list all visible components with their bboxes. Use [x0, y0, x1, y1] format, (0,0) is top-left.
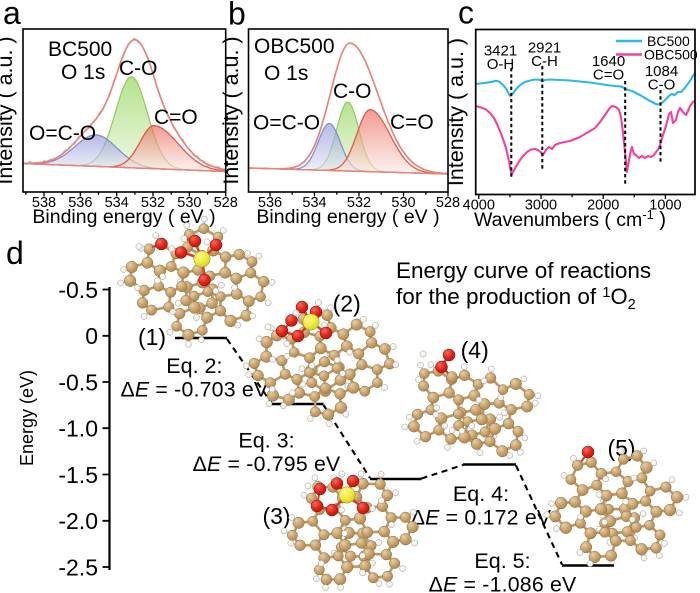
svg-text:ΔE = -0.703 eV: ΔE = -0.703 eV	[120, 378, 268, 402]
svg-text:C=O: C=O	[390, 111, 434, 134]
svg-text:Eq. 3:: Eq. 3:	[238, 429, 294, 453]
svg-text:-2.5: -2.5	[58, 554, 98, 580]
svg-text:BC500: BC500	[647, 33, 690, 49]
svg-text:Energy (eV): Energy (eV)	[17, 370, 37, 466]
svg-text:C-O: C-O	[119, 57, 158, 80]
svg-text:-1.0: -1.0	[58, 416, 98, 442]
svg-text:1084: 1084	[645, 63, 678, 80]
svg-text:Eq. 4:: Eq. 4:	[453, 482, 509, 506]
svg-text:BC500: BC500	[48, 38, 112, 61]
svg-text:O=C-O: O=C-O	[29, 122, 96, 145]
svg-text:Intensity ( a.u. ): Intensity ( a.u. )	[0, 36, 17, 184]
svg-text:538: 538	[32, 195, 56, 211]
svg-text:Eq. 2:: Eq. 2:	[166, 354, 222, 378]
svg-text:4000: 4000	[463, 198, 495, 214]
svg-text:d: d	[6, 235, 24, 271]
svg-text:Binding energy ( eV ): Binding energy ( eV )	[256, 206, 439, 228]
svg-text:a: a	[3, 0, 21, 31]
svg-text:for the production of 1O2: for the production of 1O2	[396, 284, 636, 313]
svg-text:528: 528	[436, 195, 460, 211]
svg-text:C=O: C=O	[593, 67, 624, 84]
svg-text:O=C-O: O=C-O	[253, 112, 320, 135]
svg-text:Intensity ( a.u. ): Intensity ( a.u. )	[219, 36, 243, 184]
svg-text:(4): (4)	[461, 337, 489, 363]
svg-text:530: 530	[391, 195, 415, 211]
svg-text:-2.0: -2.0	[58, 508, 98, 534]
svg-text:530: 530	[177, 195, 201, 211]
svg-text:Eq. 5:: Eq. 5:	[474, 549, 530, 573]
svg-text:C-H: C-H	[531, 53, 558, 70]
svg-text:2000: 2000	[587, 198, 619, 214]
svg-text:Wavenumbers ( cm-1 ): Wavenumbers ( cm-1 )	[474, 207, 666, 231]
svg-text:0: 0	[85, 323, 98, 349]
svg-text:532: 532	[347, 195, 371, 211]
svg-text:O 1s: O 1s	[264, 62, 308, 85]
svg-text:536: 536	[258, 195, 282, 211]
svg-text:(2): (2)	[333, 291, 361, 317]
svg-text:ΔE = 0.172 eV: ΔE = 0.172 eV	[411, 506, 552, 530]
svg-text:Energy curve of reactions: Energy curve of reactions	[396, 258, 651, 283]
svg-text:2921: 2921	[528, 40, 561, 57]
svg-text:528: 528	[214, 195, 238, 211]
svg-text:Binding energy ( eV ): Binding energy ( eV )	[32, 206, 215, 228]
svg-text:Intensity ( a.u. ): Intensity ( a.u. )	[444, 38, 468, 186]
svg-text:-0.5: -0.5	[58, 277, 98, 303]
svg-text:532: 532	[141, 195, 165, 211]
svg-text:3000: 3000	[525, 198, 557, 214]
svg-text:OBC500: OBC500	[644, 47, 698, 63]
svg-text:-0.5: -0.5	[58, 369, 98, 395]
svg-text:534: 534	[302, 195, 326, 211]
svg-text:C=O: C=O	[154, 106, 198, 129]
svg-text:ΔE = -0.795 eV: ΔE = -0.795 eV	[193, 452, 341, 476]
svg-text:b: b	[228, 0, 246, 32]
svg-text:-1.5: -1.5	[58, 462, 98, 488]
svg-text:OBC500: OBC500	[254, 35, 335, 58]
svg-text:3421: 3421	[484, 43, 517, 60]
svg-text:ΔE = -1.086 eV: ΔE = -1.086 eV	[429, 573, 577, 593]
svg-text:(1): (1)	[138, 324, 166, 350]
svg-text:1000: 1000	[649, 198, 681, 214]
svg-text:O 1s: O 1s	[61, 61, 105, 84]
svg-text:1640: 1640	[592, 53, 625, 70]
svg-text:c: c	[458, 0, 474, 31]
svg-text:(3): (3)	[262, 503, 290, 529]
svg-text:O-H: O-H	[487, 56, 515, 73]
svg-text:536: 536	[68, 195, 92, 211]
svg-text:534: 534	[105, 195, 129, 211]
svg-text:C-O: C-O	[648, 77, 676, 94]
svg-text:C-O: C-O	[333, 80, 372, 103]
